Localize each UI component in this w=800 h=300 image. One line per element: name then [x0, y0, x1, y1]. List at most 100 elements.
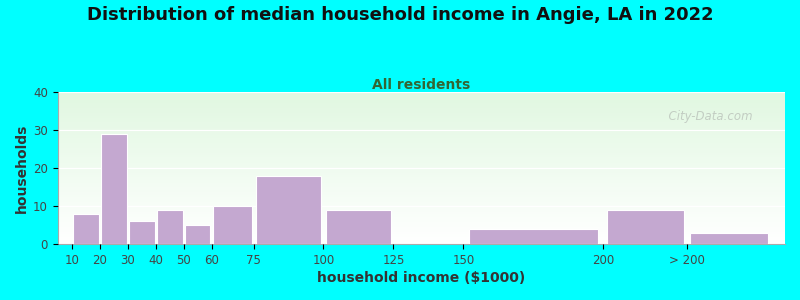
Bar [58, 151, 785, 152]
Bar [58, 199, 785, 200]
Bar [58, 212, 785, 213]
Text: City-Data.com: City-Data.com [662, 110, 753, 123]
Bar [58, 225, 785, 226]
Bar [58, 234, 785, 235]
Bar [58, 242, 785, 243]
Bar [58, 112, 785, 113]
Bar [58, 135, 785, 136]
Bar [58, 176, 785, 177]
Bar [58, 103, 785, 104]
Bar [58, 196, 785, 197]
Bar [58, 208, 785, 209]
Bar [58, 215, 785, 216]
Bar [73, 214, 98, 244]
Bar [58, 195, 785, 196]
Bar [58, 194, 785, 195]
Bar [58, 178, 785, 179]
Bar [185, 225, 210, 244]
Bar [58, 216, 785, 217]
Bar [58, 123, 785, 124]
Bar [58, 240, 785, 241]
Bar [58, 106, 785, 107]
Bar [58, 156, 785, 157]
Bar [58, 220, 785, 221]
Bar [58, 237, 785, 238]
Bar [58, 160, 785, 161]
Bar [58, 170, 785, 171]
Bar [58, 97, 785, 98]
Bar [58, 105, 785, 106]
Bar [58, 192, 785, 193]
Bar [58, 224, 785, 225]
Bar [58, 153, 785, 154]
Bar [58, 104, 785, 105]
Bar [58, 98, 785, 99]
Bar [58, 128, 785, 129]
Bar [58, 149, 785, 150]
Bar [58, 115, 785, 116]
Bar [58, 229, 785, 230]
Bar [58, 159, 785, 160]
Bar [58, 99, 785, 100]
Bar [58, 165, 785, 166]
Bar [58, 210, 785, 211]
Bar [58, 102, 785, 103]
Bar [58, 114, 785, 115]
Bar [157, 210, 182, 244]
Bar [58, 146, 785, 147]
Bar [58, 231, 785, 232]
Bar [58, 111, 785, 112]
Bar [58, 148, 785, 149]
Bar [58, 193, 785, 194]
Bar [58, 213, 785, 214]
Bar [58, 184, 785, 185]
Bar [58, 172, 785, 173]
Bar [58, 180, 785, 181]
Bar [58, 230, 785, 231]
Bar [58, 168, 785, 169]
Bar [58, 162, 785, 163]
Bar [58, 219, 785, 220]
Bar [58, 185, 785, 186]
Bar [58, 145, 785, 146]
Bar [58, 138, 785, 139]
Bar [58, 211, 785, 212]
Bar [58, 200, 785, 201]
Bar [58, 118, 785, 119]
Bar [58, 124, 785, 125]
X-axis label: household income ($1000): household income ($1000) [318, 271, 526, 285]
Bar [58, 227, 785, 228]
Bar [58, 222, 785, 223]
Bar [58, 119, 785, 120]
Bar [58, 183, 785, 184]
Bar [58, 130, 785, 131]
Bar [58, 161, 785, 162]
Bar [58, 144, 785, 145]
Bar [58, 121, 785, 122]
Y-axis label: households: households [15, 123, 29, 213]
Bar [58, 239, 785, 240]
Bar [58, 100, 785, 101]
Bar [58, 133, 785, 134]
Bar [101, 134, 126, 244]
Bar [58, 182, 785, 183]
Bar [58, 173, 785, 174]
Bar [58, 125, 785, 126]
Bar [58, 206, 785, 207]
Bar [58, 137, 785, 138]
Bar [58, 174, 785, 175]
Bar [58, 96, 785, 97]
Bar [58, 204, 785, 205]
Bar [58, 116, 785, 117]
Bar [58, 169, 785, 170]
Bar [469, 229, 598, 244]
Bar [58, 198, 785, 199]
Bar [58, 109, 785, 110]
Bar [58, 190, 785, 191]
Bar [58, 143, 785, 144]
Bar [58, 110, 785, 111]
Bar [58, 150, 785, 151]
Bar [214, 206, 252, 244]
Bar [58, 201, 785, 202]
Bar [58, 131, 785, 132]
